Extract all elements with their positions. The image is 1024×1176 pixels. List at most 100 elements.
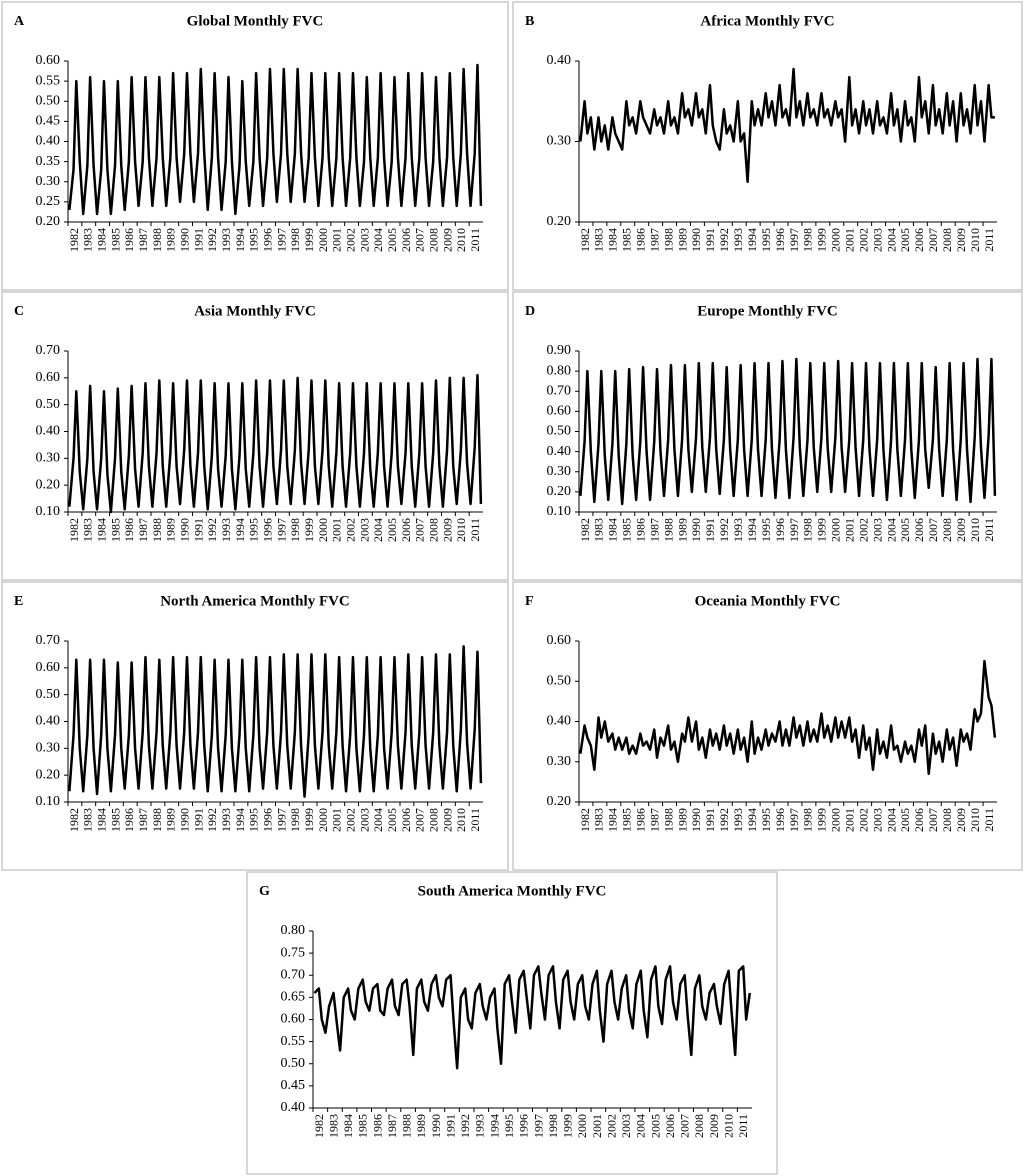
x-tick-label: 1995 xyxy=(502,1114,516,1138)
x-tick-label: 1982 xyxy=(578,228,592,252)
x-tick-label: 1996 xyxy=(260,228,274,252)
y-tick-label: 0.20 xyxy=(547,214,572,229)
y-tick-label: 0.10 xyxy=(36,794,61,809)
x-tick-label: 1985 xyxy=(356,1114,370,1138)
x-tick-label: 2001 xyxy=(330,808,344,832)
x-tick-label: 1999 xyxy=(815,808,829,832)
x-tick-label: 2004 xyxy=(371,518,385,542)
x-tick-label: 2010 xyxy=(968,228,982,252)
x-tick-label: 1984 xyxy=(94,518,108,542)
x-tick-label: 1998 xyxy=(288,808,302,832)
x-tick-label: 2008 xyxy=(426,808,440,832)
x-tick-label: 1993 xyxy=(731,518,745,542)
x-tick-label: 1985 xyxy=(620,228,634,252)
x-tick-label: 1985 xyxy=(108,228,122,252)
x-tick-label: 1995 xyxy=(247,228,261,252)
x-tick-label: 1995 xyxy=(759,808,773,832)
data-line xyxy=(68,645,483,798)
x-tick-label: 1994 xyxy=(745,808,759,832)
y-tick-label: 0.40 xyxy=(281,1100,306,1115)
x-tick-label: 2004 xyxy=(884,228,898,252)
x-tick-label: 1994 xyxy=(233,228,247,252)
data-line xyxy=(68,373,483,514)
x-tick-label: 2011 xyxy=(982,518,996,542)
panel-letter: G xyxy=(259,884,270,899)
x-tick-label: 2008 xyxy=(426,518,440,542)
chart-title: South America Monthly FVC xyxy=(418,883,607,899)
x-tick-label: 1987 xyxy=(136,518,150,542)
x-tick-label: 1997 xyxy=(787,228,801,252)
x-tick-label: 1999 xyxy=(302,228,316,252)
y-tick-label: 0.90 xyxy=(547,343,572,358)
y-tick-label: 0.40 xyxy=(36,134,61,149)
y-tick-label: 0.60 xyxy=(547,633,572,648)
x-tick-label: 1995 xyxy=(759,228,773,252)
x-tick-label: 1992 xyxy=(717,808,731,832)
x-tick-label: 1994 xyxy=(745,228,759,252)
x-tick-label: 1991 xyxy=(703,808,717,832)
x-tick-label: 1987 xyxy=(647,808,661,832)
y-tick-label: 0.20 xyxy=(36,214,61,229)
panel-frame xyxy=(512,1,1023,291)
x-tick-label: 1988 xyxy=(150,228,164,252)
x-tick-label: 2001 xyxy=(330,518,344,542)
x-tick-label: 1983 xyxy=(326,1114,340,1138)
x-tick-label: 1991 xyxy=(191,518,205,542)
x-tick-label: 2002 xyxy=(343,518,357,542)
x-tick-label: 2011 xyxy=(982,228,996,252)
x-tick-label: 1983 xyxy=(592,228,606,252)
x-tick-label: 1999 xyxy=(302,518,316,542)
x-tick-label: 1982 xyxy=(578,808,592,832)
y-tick-label: 0.60 xyxy=(36,660,61,675)
panel-letter: B xyxy=(525,14,534,29)
x-tick-label: 1983 xyxy=(81,808,95,832)
x-tick-label: 2010 xyxy=(454,228,468,252)
y-tick-label: 0.50 xyxy=(36,397,61,412)
x-tick-label: 1999 xyxy=(815,228,829,252)
x-tick-label: 2003 xyxy=(619,1114,633,1138)
x-tick-label: 1989 xyxy=(414,1114,428,1138)
x-tick-label: 1993 xyxy=(473,1114,487,1138)
y-tick-label: 0.50 xyxy=(281,1056,306,1071)
x-tick-label: 2009 xyxy=(440,228,454,252)
x-tick-label: 1988 xyxy=(150,808,164,832)
x-tick-label: 1993 xyxy=(731,228,745,252)
panel: E North America Monthly FVC 0.10 0.20 0.30 0.… xyxy=(1,581,509,871)
y-tick-label: 0.30 xyxy=(36,451,61,466)
y-tick-label: 0.55 xyxy=(36,73,61,88)
x-tick-label: 2005 xyxy=(385,228,399,252)
x-tick-label: 1982 xyxy=(67,228,81,252)
x-tick-label: 2011 xyxy=(736,1114,750,1138)
x-tick-label: 1993 xyxy=(219,808,233,832)
x-tick-label: 1983 xyxy=(81,228,95,252)
x-tick-label: 1984 xyxy=(606,808,620,832)
x-tick-label: 1998 xyxy=(288,518,302,542)
x-tick-label: 2008 xyxy=(940,808,954,832)
x-tick-label: 2004 xyxy=(371,228,385,252)
y-tick-label: 0.30 xyxy=(547,134,572,149)
x-tick-label: 2008 xyxy=(940,518,954,542)
x-tick-label: 1985 xyxy=(620,808,634,832)
x-tick-label: 2002 xyxy=(856,228,870,252)
x-tick-label: 2007 xyxy=(926,808,940,832)
x-tick-label: 2010 xyxy=(968,518,982,542)
x-tick-label: 1990 xyxy=(689,808,703,832)
y-tick-label: 0.20 xyxy=(547,794,572,809)
x-tick-label: 2006 xyxy=(663,1114,677,1138)
x-tick-label: 1982 xyxy=(312,1114,326,1138)
data-line xyxy=(579,357,997,506)
y-tick-label: 0.45 xyxy=(281,1078,306,1093)
panel-letter: E xyxy=(14,594,23,609)
x-tick-label: 1995 xyxy=(759,518,773,542)
x-tick-label: 1986 xyxy=(122,808,136,832)
x-tick-label: 2000 xyxy=(316,518,330,542)
x-tick-label: 2005 xyxy=(898,518,912,542)
x-tick-label: 2004 xyxy=(884,808,898,832)
x-tick-label: 2009 xyxy=(954,808,968,832)
panel: G South America Monthly FVC 0.40 0.45 0.50 0.… xyxy=(246,871,778,1175)
x-tick-label: 1992 xyxy=(205,228,219,252)
x-tick-label: 2011 xyxy=(468,228,482,252)
x-tick-label: 2002 xyxy=(856,518,870,542)
x-tick-label: 2006 xyxy=(399,228,413,252)
